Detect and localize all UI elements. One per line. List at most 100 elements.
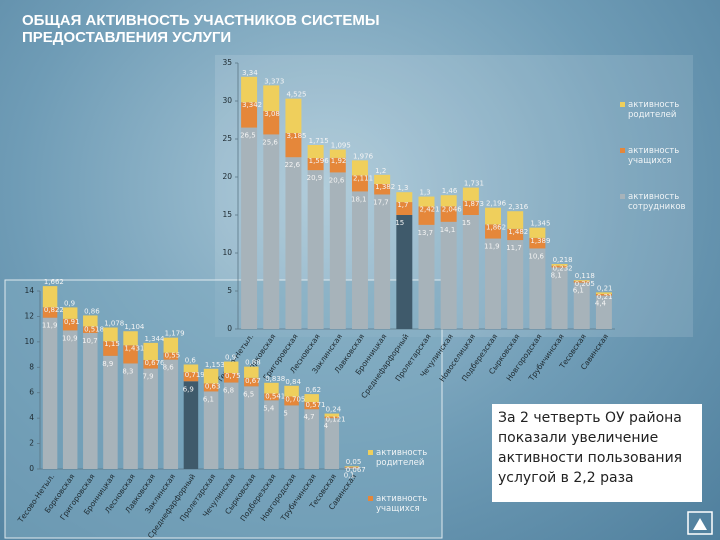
data-label: 2,196	[486, 200, 507, 208]
bar-segment	[595, 292, 612, 294]
bar-segment	[62, 330, 78, 469]
data-label: 10,6	[528, 252, 544, 260]
data-label: 1,46	[442, 187, 458, 195]
bar-segment	[551, 265, 568, 268]
data-label: 15	[395, 219, 404, 227]
bar-segment	[307, 144, 324, 159]
bar-segment	[324, 413, 340, 417]
data-label: 0,55	[165, 352, 181, 360]
y-tick-label: 25	[222, 134, 232, 143]
bar-segment	[573, 282, 590, 329]
bar-segment	[143, 359, 158, 369]
data-label: 5,4	[263, 404, 275, 412]
data-label: 1,382	[375, 183, 395, 191]
data-label: 0,63	[205, 382, 221, 390]
data-label: 20,9	[307, 174, 323, 182]
y-tick-label: 5	[227, 286, 232, 295]
bar-segment	[223, 382, 239, 469]
legend-swatch	[368, 496, 373, 501]
bar-segment	[374, 183, 391, 195]
bar-segment	[351, 175, 368, 192]
bar-segment	[462, 200, 479, 215]
bar-segment	[324, 418, 340, 469]
data-label: 0,1	[344, 472, 355, 480]
y-tick-label: 20	[222, 172, 232, 181]
bar-segment	[551, 264, 568, 266]
data-label: 0,067	[346, 466, 366, 474]
data-label: 1,731	[464, 180, 484, 188]
y-tick-label: 30	[222, 96, 232, 105]
legend-label: активность учащихся	[376, 494, 428, 514]
bar-segment	[418, 206, 435, 225]
data-label: 15	[462, 219, 471, 227]
bar-segment	[83, 315, 98, 327]
bar-segment	[244, 386, 259, 469]
data-label: 26,5	[240, 132, 256, 140]
bar-segment	[396, 202, 413, 215]
bar-segment	[329, 149, 346, 158]
data-label: 11,7	[506, 244, 522, 252]
data-label: 11,9	[484, 243, 500, 251]
data-label: 6,8	[223, 387, 234, 395]
data-label: 4	[324, 422, 329, 430]
data-label: 1,344	[144, 335, 165, 343]
data-label: 3,342	[242, 101, 262, 109]
bar-segment	[203, 383, 219, 392]
data-label: 1,862	[486, 223, 506, 231]
bar-segment	[42, 286, 58, 308]
bar-segment	[418, 196, 435, 207]
data-label: 1,3	[397, 184, 408, 192]
data-label: 2,421	[420, 205, 440, 213]
y-tick-label: 10	[24, 337, 34, 346]
data-label: 0,24	[326, 406, 342, 414]
bar-segment	[507, 211, 524, 229]
data-label: 1,15	[104, 340, 120, 348]
nav-icon[interactable]	[687, 511, 713, 535]
data-label: 0,62	[305, 386, 321, 394]
bar-segment	[304, 401, 319, 410]
bar-segment	[183, 381, 199, 469]
legend-label: активность родителей	[376, 448, 428, 468]
title: ОБЩАЯ АКТИВНОСТЬ УЧАСТНИКОВ СИСТЕМЫ ПРЕД…	[22, 12, 380, 46]
bar-segment	[529, 248, 546, 329]
bar-segment	[329, 157, 346, 173]
data-label: 3,08	[264, 110, 280, 118]
data-label: 0,822	[44, 306, 64, 314]
data-label: 13,7	[418, 229, 434, 237]
bar-segment	[241, 76, 258, 103]
bar-segment	[462, 187, 479, 201]
bar-segment	[285, 133, 302, 158]
bar-segment	[183, 372, 199, 382]
data-label: 1,389	[530, 237, 550, 245]
data-label: 1,92	[331, 157, 347, 165]
data-label: 1,2	[375, 167, 386, 175]
bar-segment	[307, 170, 324, 329]
data-label: 1,482	[508, 228, 528, 236]
legend-swatch	[620, 148, 625, 153]
bar-segment	[529, 237, 546, 249]
bar-segment	[551, 267, 568, 329]
bar-segment	[263, 111, 280, 135]
y-tick-label: 6	[29, 388, 34, 397]
data-label: 0,67	[245, 377, 261, 385]
data-label: 1,3	[420, 189, 431, 197]
bar-segment	[573, 281, 590, 283]
data-label: 0,9	[225, 354, 236, 362]
bar-segment	[241, 127, 258, 329]
bar-segment	[329, 172, 346, 329]
bar-segment	[284, 396, 299, 406]
data-label: 1,976	[353, 152, 374, 160]
bar-segment	[241, 102, 258, 128]
bar-segment	[244, 377, 259, 387]
data-label: 0,6	[185, 357, 197, 365]
bar-segment	[440, 206, 457, 222]
data-label: 0,518	[84, 325, 104, 333]
data-label: 1,345	[530, 220, 550, 228]
bar-segment	[103, 341, 118, 356]
data-label: 4,7	[303, 413, 314, 421]
y-tick-label: 15	[222, 210, 232, 219]
bar-segment	[284, 405, 299, 469]
bar-segment	[62, 307, 78, 319]
bar-segment	[304, 409, 319, 469]
data-label: 6,1	[203, 395, 214, 403]
